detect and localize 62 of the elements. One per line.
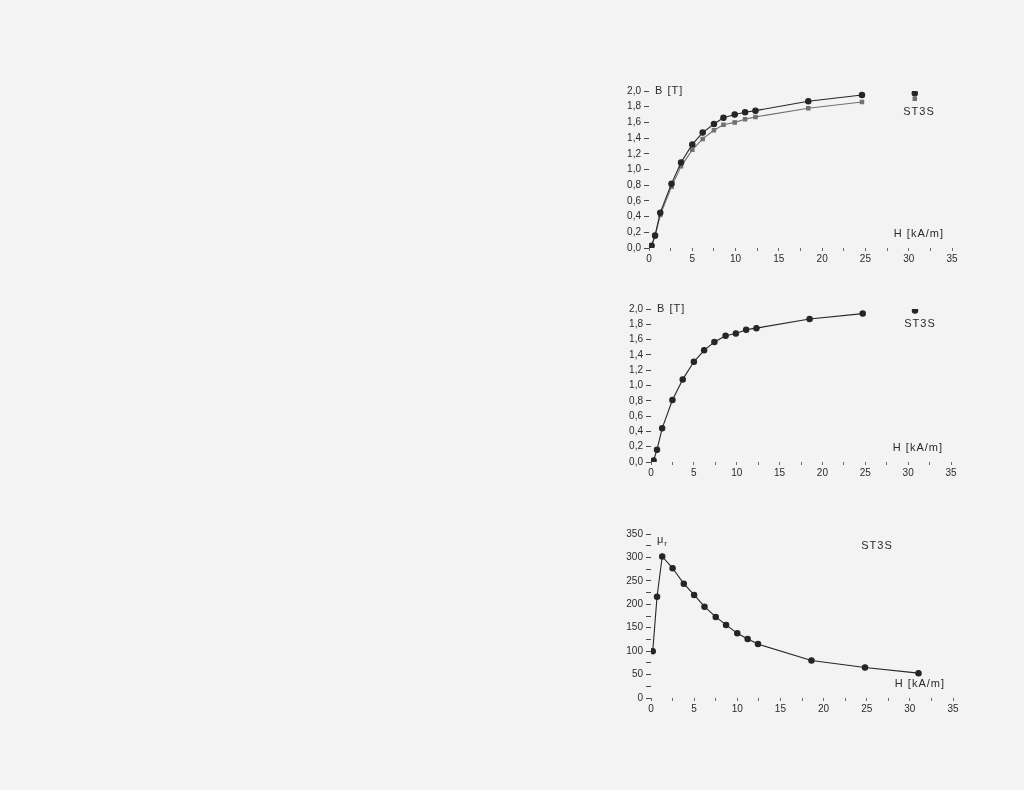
y-tick-label: 1,6 (629, 333, 644, 345)
y-tick-label: 0,4 (627, 210, 642, 222)
y-tick-label: 0,4 (629, 425, 644, 437)
y-tick-label: 1,6 (627, 116, 642, 128)
y-tick-label: 0 (637, 691, 644, 703)
y-tick-label: 1,4 (629, 348, 644, 360)
x-tick-label: 10 (730, 252, 742, 264)
y-tick-label: 1,4 (627, 131, 642, 143)
y-tick-label: 0,6 (627, 194, 642, 206)
x-tick-label: 20 (816, 466, 829, 478)
y-tick-label: 2,0 (629, 302, 644, 314)
x-tick-label: 35 (945, 466, 957, 478)
y-tick-label: 150 (626, 621, 644, 633)
x-axis-title: H [kA/m] (893, 227, 944, 240)
y-tick-label: 0,8 (627, 178, 642, 190)
x-tick-label: 0 (648, 466, 655, 478)
y-tick-label: 1,2 (627, 147, 642, 159)
y-tick-label: 1,2 (629, 363, 644, 375)
x-tick-label: 35 (946, 252, 958, 264)
y-tick-label: 300 (626, 551, 644, 563)
y-tick-label: 250 (626, 574, 644, 586)
x-tick-label: 10 (731, 702, 744, 714)
x-tick-label: 30 (902, 466, 915, 478)
x-axis-title: H [kA/m] (892, 441, 943, 454)
y-tick-label: 0,0 (629, 455, 644, 467)
y-tick-label: 50 (631, 668, 644, 680)
x-tick-label: 5 (691, 466, 698, 478)
x-tick-label: 30 (904, 702, 916, 714)
annotation: ST3S (904, 317, 936, 330)
y-tick-label: 100 (626, 644, 644, 656)
x-tick-label: 25 (859, 252, 872, 264)
x-tick-label: 5 (691, 702, 698, 714)
y-tick-label: 1,8 (627, 100, 642, 112)
y-tick-label: 0,6 (629, 409, 644, 421)
x-tick-label: 5 (689, 252, 696, 264)
y-axis-title: B [T] (655, 84, 684, 97)
x-tick-label: 15 (774, 466, 786, 478)
x-tick-label: 15 (774, 702, 787, 714)
annotation: ST3S (903, 105, 935, 118)
y-tick-label: 0,2 (627, 226, 642, 238)
x-tick-label: 15 (773, 252, 785, 264)
y-tick-label: 1,8 (629, 318, 644, 330)
y-axis-title: B [T] (657, 302, 686, 315)
y-tick-label: 2,0 (627, 84, 642, 96)
x-tick-label: 35 (947, 702, 959, 714)
x-tick-label: 25 (859, 466, 872, 478)
x-tick-label: 30 (903, 252, 915, 264)
x-tick-label: 10 (731, 466, 743, 478)
x-tick-label: 0 (646, 252, 653, 264)
x-tick-label: 20 (818, 702, 830, 714)
x-tick-label: 20 (816, 252, 829, 264)
y-tick-label: 1,0 (627, 163, 642, 175)
y-tick-label: 1,0 (629, 379, 644, 391)
y-tick-label: 0,2 (629, 440, 644, 452)
x-tick-label: 0 (648, 702, 655, 714)
y-tick-label: 350 (626, 527, 644, 539)
x-tick-label: 25 (861, 702, 873, 714)
x-axis-title: H [kA/m] (894, 677, 945, 690)
y-tick-label: 0,0 (627, 241, 642, 253)
y-tick-label: 200 (626, 598, 644, 610)
annotation: ST3S (861, 539, 893, 552)
y-tick-label: 0,8 (629, 394, 644, 406)
